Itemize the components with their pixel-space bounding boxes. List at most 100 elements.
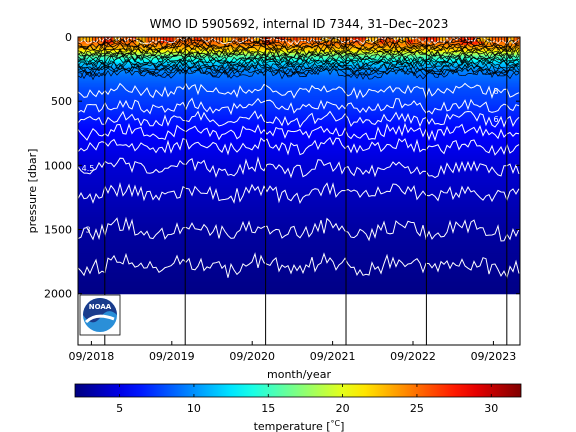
isotherm-contour [78,216,520,242]
surface-warm-patch [353,37,367,40]
temperature-band [78,259,520,261]
temperature-band [78,165,520,168]
temperature-band [78,173,520,175]
thermocline-contour [78,46,520,59]
temperature-band [78,289,520,292]
temperature-band [78,269,520,272]
temperature-band [78,105,520,107]
surface-warm-patch [459,37,465,42]
thermocline-contour [78,62,520,75]
surface-warm-patch [460,37,473,45]
temperature-band [78,38,520,41]
surface-warm-patch [254,37,261,42]
temperature-band [78,208,520,211]
temperature-band [78,66,520,69]
temperature-band [78,229,520,232]
temperature-band [78,158,520,161]
temperature-band [78,58,520,61]
surface-warm-patch [365,37,378,43]
temperature-band [78,216,520,219]
temperature-band [78,257,520,260]
x-tick-label: 09/2023 [471,350,517,363]
temperature-band [78,48,520,51]
temperature-band [78,215,520,218]
temperature-band [78,84,520,87]
y-tick-label: 2000 [44,288,72,301]
temperature-band [78,116,520,119]
temperature-band [78,143,520,146]
temperature-band [78,90,520,93]
temperature-band [78,284,520,287]
temperature-band [78,187,520,190]
temperature-band [78,237,520,240]
temperature-band [78,276,520,279]
temperature-band [78,134,520,137]
temperature-band [78,130,520,133]
temperature-band [78,81,520,84]
temperature-band [78,250,520,252]
temperature-band [78,205,520,207]
surface-warm-patch [294,37,298,41]
temperature-band [78,120,520,123]
temperature-band [78,110,520,113]
temperature-band [78,37,520,39]
plot-frame [77,36,521,346]
colorbar: 5 10 15 20 25 30 [74,383,522,415]
temperature-band [78,182,520,184]
surface-warm-patch [276,37,286,41]
temperature-band [78,126,520,129]
temperature-band [78,63,520,66]
temperature-band [78,262,520,265]
thermocline-contour [78,49,520,62]
thermocline-contour [78,63,520,77]
temperature-band [78,144,520,147]
isotherm-contours: 864.53 [78,37,520,279]
x-tick-label: 09/2019 [149,350,195,363]
y-axis: 0 500 1000 1500 2000 [44,31,520,301]
surface-warm-patch [472,37,485,42]
colorbar-tick-label: 10 [187,402,201,415]
y-tick-label: 1500 [44,224,72,237]
temperature-band [78,155,520,157]
x-axis-label: month/year [267,368,331,381]
temperature-band [78,162,520,165]
y-tick-label: 500 [51,95,72,108]
temperature-band [78,246,520,249]
temperature-band [78,210,520,213]
thermocline-contour [78,37,520,48]
temperature-band [78,248,520,251]
temperature-band [78,226,520,229]
temperature-band [78,156,520,159]
temperature-band [78,271,520,274]
temperature-band [78,183,520,186]
temperature-band [78,185,520,188]
temperature-band [78,49,520,52]
temperature-band [78,153,520,156]
temperature-band [78,99,520,102]
thermocline-contour [78,42,520,55]
temperature-band [78,243,520,246]
isotherm-contour [78,252,520,279]
surface-warm-patch [431,37,437,42]
temperature-band [78,179,520,182]
temperature-band [78,203,520,206]
colorbar-tick-label: 25 [410,402,424,415]
temperature-band [78,140,520,143]
thermocline-contour [78,38,520,52]
thermocline-contours [78,37,520,81]
temperature-band [78,97,520,100]
temperature-band [78,112,520,115]
temperature-band [78,260,520,263]
logo-sky [83,298,117,323]
isotherm-contour [78,156,520,179]
temperature-band [78,79,520,82]
contour-label: 3 [85,226,90,235]
y-axis-label: pressure [dbar] [26,149,39,234]
y-tick-label: 1000 [44,159,72,172]
temperature-band [78,206,520,209]
temperature-band [78,111,520,114]
temperature-band [78,184,520,187]
temperature-band [78,94,520,97]
temperature-band [78,119,520,122]
temperature-band [78,253,520,256]
